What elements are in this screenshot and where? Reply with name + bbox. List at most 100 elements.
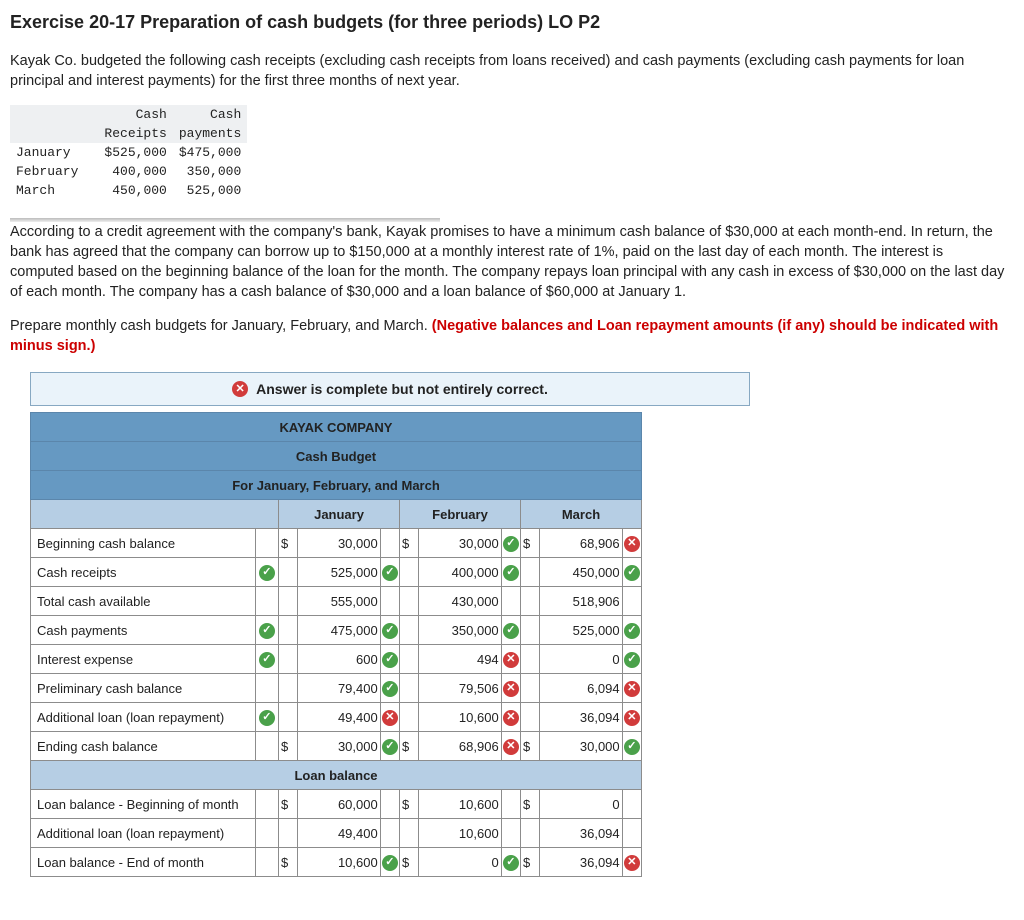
currency-symbol — [400, 558, 419, 587]
check-icon — [259, 710, 275, 726]
cell-mark — [501, 529, 520, 558]
currency-symbol — [400, 819, 419, 848]
cell-value: 10,600 — [298, 848, 380, 877]
check-icon — [382, 623, 398, 639]
instruction-paragraph: Prepare monthly cash budgets for January… — [10, 316, 1010, 356]
check-icon — [382, 565, 398, 581]
cell-value: 494 — [419, 645, 501, 674]
row-mark — [255, 674, 278, 703]
cell-value: 350,000 — [419, 616, 501, 645]
currency-symbol — [520, 674, 539, 703]
month-label: March — [10, 181, 98, 200]
row-label: Additional loan (loan repayment) — [31, 819, 256, 848]
check-icon — [624, 565, 640, 581]
cell-value: 30,000 — [298, 529, 380, 558]
check-icon — [382, 739, 398, 755]
agreement-paragraph: According to a credit agreement with the… — [10, 222, 1010, 302]
currency-symbol: $ — [279, 732, 298, 761]
receipts-value: 450,000 — [98, 181, 172, 200]
cell-value: 600 — [298, 645, 380, 674]
cell-mark — [380, 732, 399, 761]
row-label: Loan balance - Beginning of month — [31, 790, 256, 819]
cell-value: 36,094 — [540, 848, 622, 877]
check-icon — [259, 623, 275, 639]
cell-mark — [622, 558, 641, 587]
row-label: Preliminary cash balance — [31, 674, 256, 703]
currency-symbol: $ — [400, 790, 419, 819]
cell-value: 475,000 — [298, 616, 380, 645]
cell-mark — [501, 790, 520, 819]
currency-symbol — [279, 645, 298, 674]
month-label: February — [10, 162, 98, 181]
col-cash-receipts-2: Receipts — [98, 124, 172, 143]
currency-symbol: $ — [400, 732, 419, 761]
row-label: Loan balance - End of month — [31, 848, 256, 877]
cell-mark — [380, 848, 399, 877]
cell-value: 68,906 — [419, 732, 501, 761]
cell-mark — [380, 703, 399, 732]
currency-symbol — [279, 674, 298, 703]
cell-mark — [501, 558, 520, 587]
receipts-payments-table: Cash Cash Receipts payments January$525,… — [10, 105, 247, 200]
col-cash-payments-2: payments — [173, 124, 247, 143]
currency-symbol — [279, 819, 298, 848]
check-icon — [624, 739, 640, 755]
row-label: Total cash available — [31, 587, 256, 616]
check-icon — [382, 652, 398, 668]
row-label: Additional loan (loan repayment) — [31, 703, 256, 732]
cell-value: 10,600 — [419, 703, 501, 732]
cell-mark — [501, 645, 520, 674]
cell-mark — [380, 674, 399, 703]
company-name: KAYAK COMPANY — [31, 413, 642, 442]
payments-value: 350,000 — [173, 162, 247, 181]
currency-symbol — [279, 587, 298, 616]
cell-mark — [622, 645, 641, 674]
cross-icon — [503, 739, 519, 755]
row-label: Cash receipts — [31, 558, 256, 587]
cell-value: 79,506 — [419, 674, 501, 703]
currency-symbol — [400, 587, 419, 616]
cell-mark — [622, 732, 641, 761]
currency-symbol — [520, 703, 539, 732]
cell-mark — [622, 587, 641, 616]
cell-value: 400,000 — [419, 558, 501, 587]
cell-value: 49,400 — [298, 819, 380, 848]
cell-mark — [380, 529, 399, 558]
cell-value: 518,906 — [540, 587, 622, 616]
row-label: Cash payments — [31, 616, 256, 645]
cell-mark — [622, 529, 641, 558]
cell-mark — [622, 848, 641, 877]
check-icon — [624, 623, 640, 639]
cell-value: 525,000 — [540, 616, 622, 645]
month-label: January — [10, 143, 98, 162]
currency-symbol — [400, 703, 419, 732]
currency-symbol — [520, 558, 539, 587]
row-mark — [255, 819, 278, 848]
cell-mark — [622, 674, 641, 703]
cell-mark — [380, 645, 399, 674]
cell-value: 0 — [540, 645, 622, 674]
cell-mark — [501, 848, 520, 877]
payments-value: $475,000 — [173, 143, 247, 162]
cell-mark — [622, 703, 641, 732]
row-mark — [255, 645, 278, 674]
row-mark — [255, 790, 278, 819]
cell-value: 79,400 — [298, 674, 380, 703]
cell-value: 36,094 — [540, 819, 622, 848]
cell-mark — [501, 616, 520, 645]
cell-value: 0 — [419, 848, 501, 877]
currency-symbol — [400, 616, 419, 645]
cross-icon — [382, 710, 398, 726]
receipts-value: 400,000 — [98, 162, 172, 181]
currency-symbol — [520, 616, 539, 645]
row-mark — [255, 703, 278, 732]
currency-symbol: $ — [400, 529, 419, 558]
row-mark — [255, 616, 278, 645]
cross-icon — [624, 855, 640, 871]
cross-icon — [503, 681, 519, 697]
check-icon — [382, 855, 398, 871]
col-cash-receipts-1: Cash — [98, 105, 172, 124]
loan-balance-header: Loan balance — [31, 761, 642, 790]
cell-mark — [380, 558, 399, 587]
col-february: February — [400, 500, 521, 529]
